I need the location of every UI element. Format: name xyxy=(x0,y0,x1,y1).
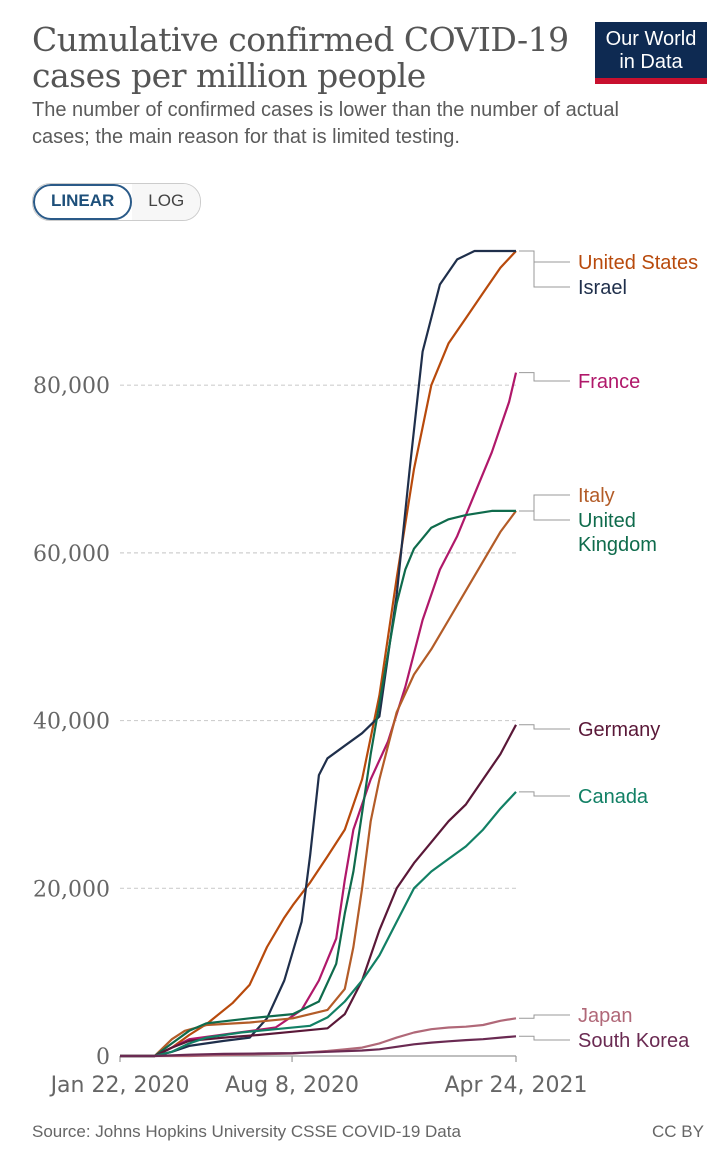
series-line-south-korea xyxy=(120,1035,517,1058)
series-label-united-kingdom-0: United xyxy=(578,510,636,532)
series-line-israel xyxy=(120,249,516,1058)
chart-title: Cumulative confirmed COVID-19 cases per … xyxy=(32,20,569,95)
series-line-canada xyxy=(120,791,517,1058)
y-tick-label-60000: 60,000 xyxy=(33,542,110,567)
owid-logo[interactable]: Our World in Data xyxy=(595,22,707,84)
label-connector-south-korea xyxy=(519,1035,570,1041)
x-tick-label-0: Jan 22, 2020 xyxy=(49,1073,190,1098)
label-connector-israel xyxy=(519,250,570,288)
series-label-israel: Israel xyxy=(578,277,627,299)
label-connector-united-kingdom xyxy=(519,510,570,521)
series-label-united-kingdom-1: Kingdom xyxy=(578,534,657,556)
logo-line-2: in Data xyxy=(619,51,683,73)
source-note: Source: Johns Hopkins University CSSE CO… xyxy=(32,1122,461,1141)
label-connector-japan xyxy=(519,1014,570,1019)
y-tick-label-0: 0 xyxy=(96,1045,110,1070)
series-label-south-korea: South Korea xyxy=(578,1030,690,1052)
series-label-japan: Japan xyxy=(578,1005,633,1027)
linear-scale-button[interactable]: LINEAR xyxy=(33,184,133,220)
series-line-united-kingdom xyxy=(120,509,516,1058)
label-connector-canada xyxy=(519,791,570,797)
line-chart: 0 20,000 40,000 60,000 80,000 Jan 22, 2020 Aug… xyxy=(33,249,698,1098)
x-tick-label-2: Apr 24, 2021 xyxy=(444,1073,587,1098)
label-connector-germany xyxy=(519,724,570,730)
y-tick-label-20000: 20,000 xyxy=(33,877,110,902)
series-label-france: France xyxy=(578,371,640,393)
label-connector-united-states xyxy=(519,250,570,263)
log-scale-button[interactable]: LOG xyxy=(132,184,201,220)
y-tick-label-40000: 40,000 xyxy=(33,710,110,735)
y-tick-label-80000: 80,000 xyxy=(33,374,110,399)
series-line-united-states xyxy=(120,250,517,1058)
chart-subtitle: The number of confirmed cases is lower t… xyxy=(32,99,619,148)
series-line-france xyxy=(120,372,518,1058)
logo-line-1: Our World xyxy=(605,28,697,50)
scale-toggle: LINEAR LOG xyxy=(32,183,202,221)
series-label-canada: Canada xyxy=(578,786,649,808)
label-connector-italy xyxy=(519,494,570,512)
series-label-germany: Germany xyxy=(578,719,660,741)
label-connector-france xyxy=(519,372,570,382)
series-label-united-states: United States xyxy=(578,252,698,274)
x-tick-label-1: Aug 8, 2020 xyxy=(225,1073,359,1098)
series-label-italy: Italy xyxy=(578,485,615,507)
license-label[interactable]: CC BY xyxy=(652,1122,704,1141)
